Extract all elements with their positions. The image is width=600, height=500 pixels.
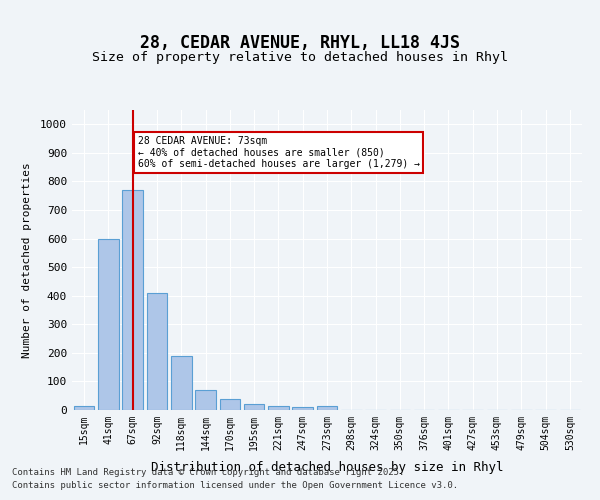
Text: Size of property relative to detached houses in Rhyl: Size of property relative to detached ho… bbox=[92, 51, 508, 64]
Text: 28, CEDAR AVENUE, RHYL, LL18 4JS: 28, CEDAR AVENUE, RHYL, LL18 4JS bbox=[140, 34, 460, 52]
Bar bbox=[317, 406, 337, 410]
Bar bbox=[195, 390, 216, 410]
X-axis label: Distribution of detached houses by size in Rhyl: Distribution of detached houses by size … bbox=[151, 461, 503, 474]
Bar bbox=[146, 293, 167, 410]
Bar bbox=[122, 190, 143, 410]
Text: Contains HM Land Registry data © Crown copyright and database right 2025.: Contains HM Land Registry data © Crown c… bbox=[12, 468, 404, 477]
Bar bbox=[220, 398, 240, 410]
Bar bbox=[244, 404, 265, 410]
Bar bbox=[74, 406, 94, 410]
Text: Contains public sector information licensed under the Open Government Licence v3: Contains public sector information licen… bbox=[12, 482, 458, 490]
Bar bbox=[98, 238, 119, 410]
Y-axis label: Number of detached properties: Number of detached properties bbox=[22, 162, 32, 358]
Bar bbox=[171, 356, 191, 410]
Bar bbox=[268, 406, 289, 410]
Text: 28 CEDAR AVENUE: 73sqm
← 40% of detached houses are smaller (850)
60% of semi-de: 28 CEDAR AVENUE: 73sqm ← 40% of detached… bbox=[137, 136, 419, 169]
Bar bbox=[292, 407, 313, 410]
